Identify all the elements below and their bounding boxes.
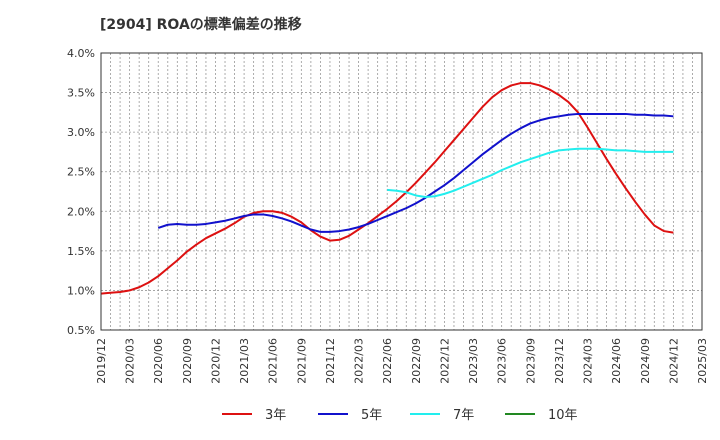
- x-tick-label: 2020/03: [124, 338, 137, 384]
- x-tick-label: 2025/03: [696, 338, 709, 384]
- x-tick-label: 2020/09: [181, 338, 194, 384]
- x-tick-label: 2022/06: [381, 338, 394, 384]
- legend: 3年 5年 7年 10年: [222, 408, 578, 423]
- x-tick-label: 2021/03: [238, 338, 251, 384]
- x-tick-label: 2022/03: [353, 338, 366, 384]
- x-tick-label: 2021/06: [267, 338, 280, 384]
- legend-label: 7年: [453, 408, 474, 423]
- x-tick-label: 2023/12: [553, 338, 566, 384]
- y-tick-label: 3.5%: [67, 87, 95, 100]
- x-tick-label: 2024/03: [582, 338, 595, 384]
- x-tick-label: 2022/09: [410, 338, 423, 384]
- x-axis-ticks: 2019/12 2020/03 2020/06 2020/09 2020/12 2021/…: [95, 338, 709, 384]
- x-tick-label: 2024/06: [610, 338, 623, 384]
- legend-label: 10年: [548, 408, 578, 423]
- y-tick-label: 1.5%: [67, 245, 95, 258]
- x-tick-label: 2020/06: [152, 338, 165, 384]
- x-tick-label: 2022/12: [438, 338, 451, 384]
- plot-frame: [100, 52, 703, 331]
- series-line-5年: [157, 112, 674, 233]
- y-tick-label: 2.5%: [67, 166, 95, 179]
- legend-label: 3年: [265, 408, 286, 423]
- legend-label: 5年: [361, 408, 382, 423]
- y-tick-label: 2.0%: [67, 205, 95, 218]
- y-tick-label: 1.0%: [67, 284, 95, 297]
- x-tick-label: 2019/12: [95, 338, 108, 384]
- y-tick-label: 3.0%: [67, 126, 95, 139]
- x-tick-label: 2021/12: [324, 338, 337, 384]
- y-tick-label: 0.5%: [67, 324, 95, 337]
- x-tick-label: 2024/09: [639, 338, 652, 384]
- x-tick-label: 2023/03: [467, 338, 480, 384]
- x-tick-label: 2023/06: [496, 338, 509, 384]
- x-tick-label: 2020/12: [209, 338, 222, 384]
- x-tick-label: 2024/12: [667, 338, 680, 384]
- chart-title: [2904] ROAの標準偏差の推移: [100, 17, 302, 33]
- x-tick-label: 2021/09: [295, 338, 308, 384]
- series-line-3年: [100, 82, 674, 295]
- y-axis-ticks: 0.5% 1.0% 1.5% 2.0% 2.5% 3.0% 3.5% 4.0%: [67, 47, 95, 337]
- x-tick-label: 2023/09: [524, 338, 537, 384]
- y-tick-label: 4.0%: [67, 47, 95, 60]
- series-line-7年: [387, 147, 674, 199]
- series-lines: [100, 82, 674, 295]
